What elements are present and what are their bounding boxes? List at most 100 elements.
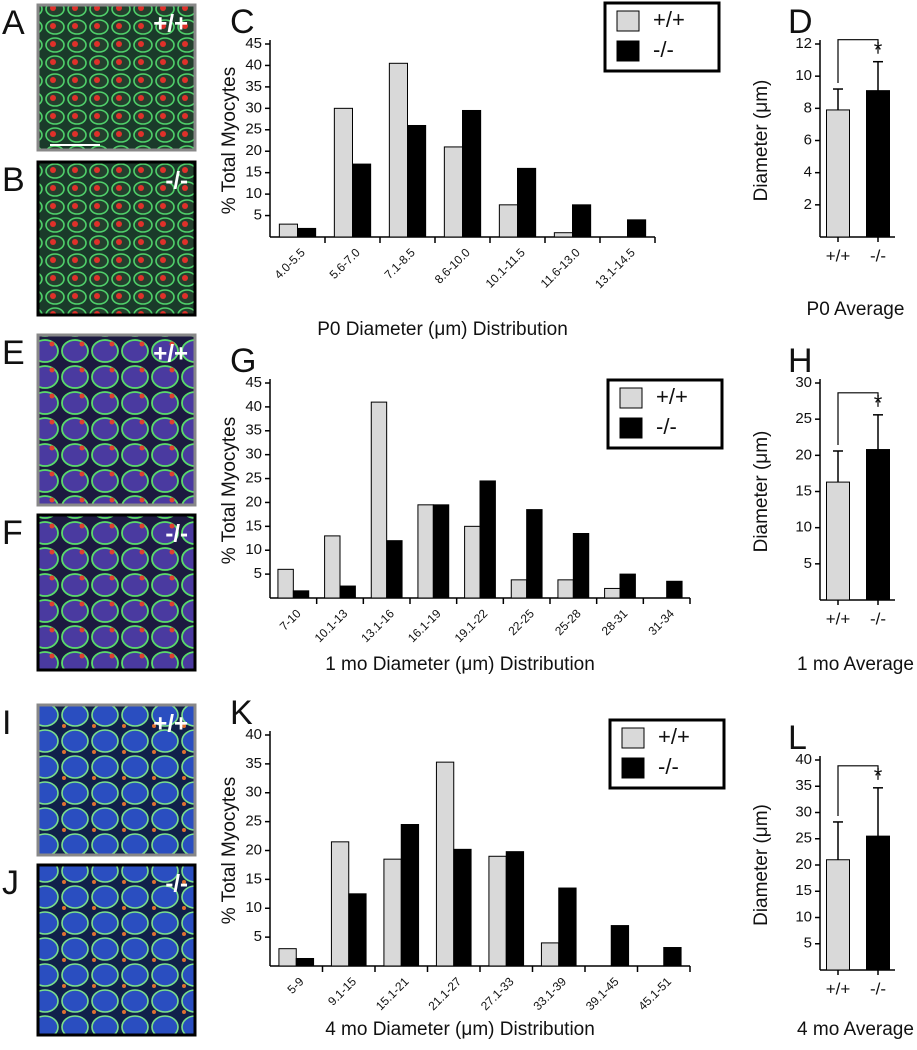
bar <box>383 858 402 967</box>
y-axis-label: Diameter (μm) <box>751 804 772 926</box>
x-tick-label: 39.1-45 <box>583 974 622 1013</box>
bar <box>295 957 315 967</box>
x-tick-label: 7-10 <box>277 606 304 633</box>
y-tick-label: 15 <box>245 164 262 181</box>
bar <box>866 835 890 971</box>
bar <box>866 449 890 601</box>
bar <box>526 509 543 599</box>
x-tick-label: 13.1-14.5 <box>592 245 638 291</box>
bar <box>407 124 427 238</box>
bar <box>553 232 573 238</box>
x-tick-label: 45.1-51 <box>635 974 674 1013</box>
y-axis-label: Diameter (μm) <box>751 431 772 553</box>
bar <box>443 146 464 238</box>
x-tick-label: +/+ <box>826 246 851 265</box>
y-tick-label: 10 <box>245 899 262 916</box>
y-tick-label: 10 <box>245 185 262 202</box>
significance-label: * <box>874 391 883 416</box>
legend-label: +/+ <box>653 7 685 32</box>
y-tick-label: 20 <box>245 841 262 858</box>
y-tick-label: 25 <box>245 813 262 830</box>
x-tick-label: 31-34 <box>645 606 677 638</box>
y-tick-label: 40 <box>245 56 262 73</box>
x-tick-label: 21.1-27 <box>425 974 464 1013</box>
y-tick-label: 35 <box>245 422 262 439</box>
genotype-label: -/- <box>165 167 188 194</box>
y-tick-label: 45 <box>245 35 262 52</box>
x-axis-label: P0 Average <box>807 299 905 320</box>
significance-label: * <box>874 38 883 63</box>
y-axis-label: % Total Myocytes <box>219 417 240 564</box>
bar <box>292 590 310 599</box>
y-tick-label: 20 <box>795 446 812 463</box>
y-tick-label: 40 <box>245 726 262 743</box>
panel-letter: F <box>2 514 23 552</box>
x-tick-label: -/- <box>870 246 886 265</box>
chart: K 5 10 15 20 25 30 35 40 % Total Myocytes 4 mo Dia… <box>219 694 726 1040</box>
panel-letter: H <box>788 342 813 380</box>
bar <box>333 107 354 238</box>
bar <box>627 219 647 238</box>
genotype-label: -/- <box>165 520 188 547</box>
y-tick-label: 15 <box>245 517 262 534</box>
bar <box>826 109 850 238</box>
bar <box>435 761 455 967</box>
bar <box>370 401 388 599</box>
y-tick-label: 35 <box>245 78 262 95</box>
x-tick-label: 10.1-11.5 <box>483 245 528 290</box>
panel-letter: D <box>788 3 813 41</box>
x-axis-label: 1 mo Diameter (μm) Distribution <box>325 654 595 675</box>
y-tick-label: 25 <box>795 410 812 427</box>
y-tick-label: 15 <box>795 482 812 499</box>
y-tick-label: 12 <box>795 35 812 52</box>
y-tick-label: 10 <box>245 541 262 558</box>
y-tick-label: 25 <box>245 470 262 487</box>
x-tick-label: -/- <box>870 609 886 628</box>
x-tick-label: 11.6-13.0 <box>538 245 583 290</box>
bar <box>400 824 420 967</box>
significance-bracket <box>837 765 879 816</box>
y-tick-label: 30 <box>245 99 262 116</box>
panel-letter: J <box>2 864 19 902</box>
y-axis-label: % Total Myocytes <box>219 67 240 214</box>
y-tick-label: 4 <box>804 164 812 181</box>
bar <box>498 204 519 238</box>
micrograph <box>36 3 197 152</box>
bar <box>462 109 482 238</box>
y-tick-label: 30 <box>795 374 812 391</box>
y-tick-label: 2 <box>804 196 812 213</box>
y-tick-label: 15 <box>795 882 812 899</box>
micrograph <box>36 333 197 507</box>
x-tick-label: 28-31 <box>599 606 631 638</box>
y-tick-label: 45 <box>245 374 262 391</box>
legend-swatch <box>616 40 640 62</box>
x-tick-label: 19.1-22 <box>452 606 491 645</box>
x-tick-label: 4.0-5.5 <box>272 245 309 282</box>
bar <box>866 90 890 238</box>
y-tick-label: 30 <box>795 803 812 820</box>
x-axis-label: 1 mo Average <box>797 654 914 675</box>
y-tick-label: 35 <box>245 755 262 772</box>
x-tick-label: -/- <box>870 979 886 998</box>
y-tick-label: 5 <box>804 555 812 572</box>
chart: H 5 10 15 20 25 30 Diameter (μm) 1 mo Average +/+… <box>751 342 914 675</box>
bar <box>826 859 850 971</box>
x-tick-label: 25-28 <box>552 606 584 638</box>
y-tick-label: 20 <box>795 856 812 873</box>
micrograph <box>36 160 197 317</box>
genotype-label: +/+ <box>153 10 188 37</box>
bar <box>663 947 682 967</box>
y-tick-label: 10 <box>795 67 812 84</box>
significance-bracket <box>837 39 879 84</box>
chart: D 2 4 6 8 10 12 Diameter (μm) P0 Average +/+ -/- * <box>751 3 904 320</box>
x-axis-label: 4 mo Diameter (μm) Distribution <box>325 1019 595 1040</box>
x-axis-label: P0 Diameter (μm) Distribution <box>317 319 568 340</box>
y-tick-label: 40 <box>245 398 262 415</box>
x-tick-label: 33.1-39 <box>530 974 569 1013</box>
panel-letter: C <box>230 3 255 41</box>
panel-letter: A <box>2 4 25 42</box>
bar <box>388 62 409 238</box>
genotype-label: -/- <box>165 870 188 897</box>
